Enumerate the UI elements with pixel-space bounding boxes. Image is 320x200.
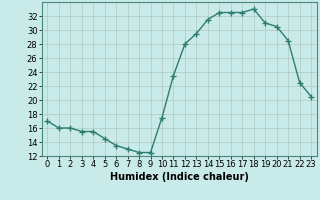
X-axis label: Humidex (Indice chaleur): Humidex (Indice chaleur) — [110, 172, 249, 182]
